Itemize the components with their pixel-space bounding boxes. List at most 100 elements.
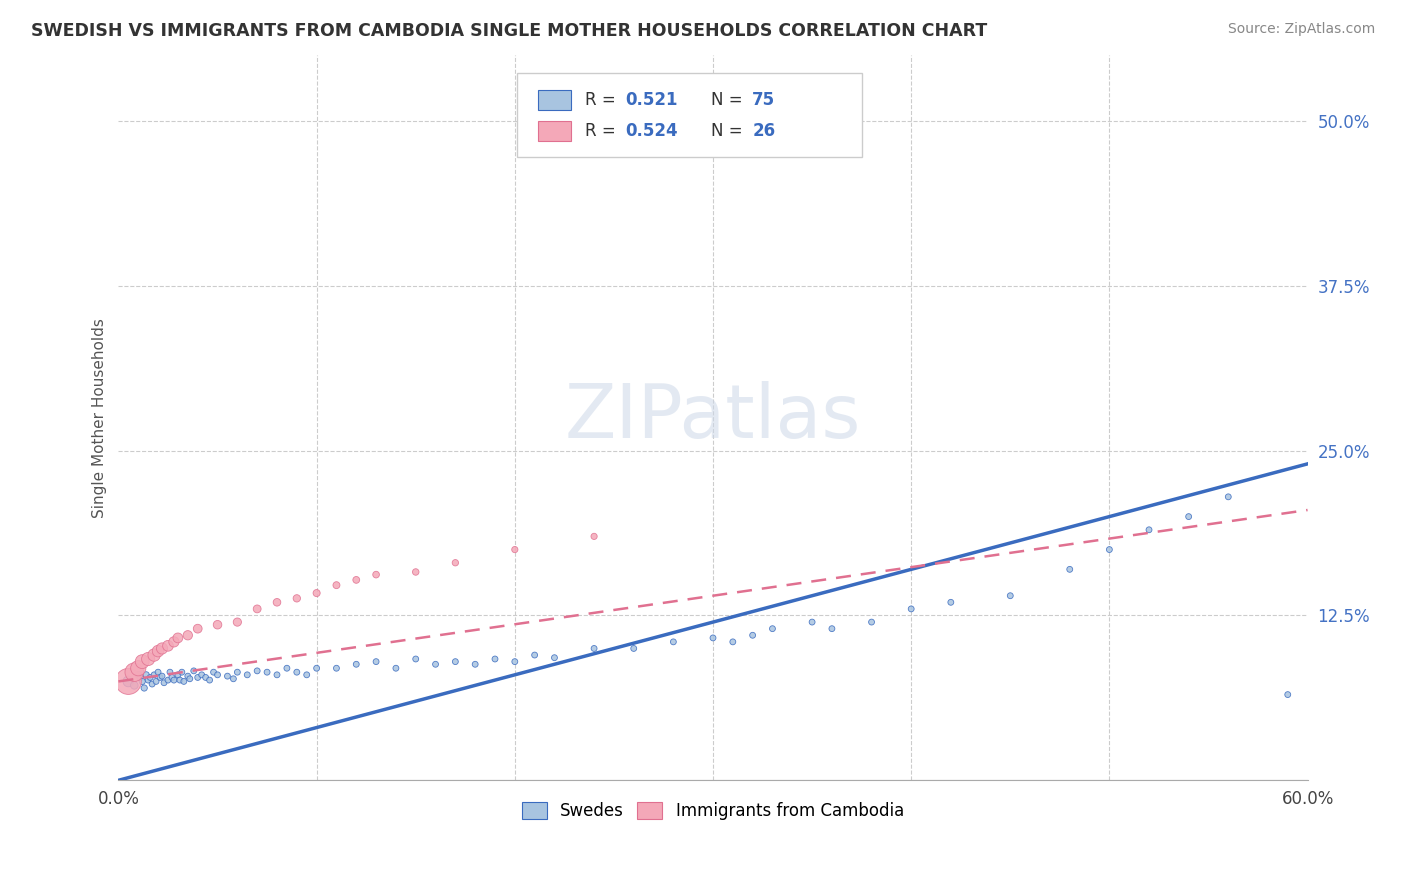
Point <box>136 652 159 666</box>
Point <box>207 617 229 632</box>
Text: N =: N = <box>710 122 748 140</box>
Point <box>127 661 149 675</box>
Point <box>146 644 169 658</box>
Point <box>325 578 347 592</box>
Point <box>226 615 249 629</box>
Point <box>194 670 217 684</box>
Point <box>156 673 179 687</box>
Point <box>662 635 685 649</box>
Text: SWEDISH VS IMMIGRANTS FROM CAMBODIA SINGLE MOTHER HOUSEHOLDS CORRELATION CHART: SWEDISH VS IMMIGRANTS FROM CAMBODIA SING… <box>31 22 987 40</box>
Point <box>139 670 162 684</box>
Point <box>583 529 606 543</box>
Point <box>939 595 962 609</box>
Point <box>124 665 146 680</box>
Point <box>143 668 166 682</box>
Text: Source: ZipAtlas.com: Source: ZipAtlas.com <box>1227 22 1375 37</box>
Point <box>163 673 186 687</box>
Point <box>285 591 308 606</box>
Point <box>124 678 146 692</box>
Point <box>543 650 565 665</box>
Point <box>226 665 249 680</box>
Point <box>1177 509 1199 524</box>
Point <box>364 655 387 669</box>
FancyBboxPatch shape <box>517 73 862 157</box>
Point <box>135 668 157 682</box>
Point <box>143 648 166 662</box>
Text: 26: 26 <box>752 122 775 140</box>
Point <box>1098 542 1121 557</box>
Point <box>117 674 139 689</box>
Point <box>173 674 195 689</box>
Point <box>295 668 318 682</box>
Point <box>156 639 179 653</box>
Point <box>583 641 606 656</box>
Point <box>266 668 288 682</box>
Point <box>623 641 645 656</box>
Point <box>150 669 173 683</box>
Point <box>801 615 824 629</box>
Point <box>344 657 367 672</box>
Point <box>207 668 229 682</box>
Point <box>160 670 183 684</box>
Point <box>167 631 190 645</box>
Point <box>190 668 212 682</box>
Point <box>131 674 153 689</box>
Point <box>146 665 169 680</box>
Point <box>325 661 347 675</box>
Point <box>900 602 922 616</box>
Point <box>1000 589 1022 603</box>
Point <box>1059 562 1081 576</box>
Point <box>159 665 181 680</box>
Text: N =: N = <box>710 91 748 109</box>
Point <box>187 622 209 636</box>
Point <box>385 661 408 675</box>
Point <box>1218 490 1240 504</box>
Point <box>177 628 200 642</box>
Point <box>344 573 367 587</box>
Point <box>202 665 225 680</box>
Point <box>246 664 269 678</box>
Point <box>405 652 427 666</box>
Text: ZIPatlas: ZIPatlas <box>565 381 862 454</box>
Point <box>217 669 239 683</box>
Point <box>145 674 167 689</box>
Point <box>484 652 506 666</box>
Point <box>444 556 467 570</box>
Point <box>761 622 783 636</box>
Point <box>425 657 447 672</box>
Point <box>169 673 191 687</box>
Point <box>305 586 328 600</box>
Point <box>179 672 201 686</box>
Point <box>183 664 205 678</box>
FancyBboxPatch shape <box>538 90 571 111</box>
Text: R =: R = <box>585 122 620 140</box>
Point <box>721 635 744 649</box>
Point <box>246 602 269 616</box>
Point <box>444 655 467 669</box>
Text: 75: 75 <box>752 91 775 109</box>
Point <box>1137 523 1160 537</box>
Point <box>163 635 186 649</box>
Point <box>170 665 193 680</box>
Point <box>131 655 153 669</box>
Point <box>127 668 149 682</box>
Point <box>503 655 526 669</box>
Point <box>523 648 546 662</box>
Point <box>236 668 259 682</box>
Point <box>177 669 200 683</box>
Point <box>150 641 173 656</box>
Text: R =: R = <box>585 91 620 109</box>
Point <box>1277 688 1299 702</box>
Point <box>285 665 308 680</box>
Point <box>198 673 221 687</box>
Point <box>117 674 139 689</box>
Text: 0.521: 0.521 <box>626 91 678 109</box>
Point <box>860 615 883 629</box>
Point <box>464 657 486 672</box>
Point <box>405 565 427 579</box>
Point <box>153 675 176 690</box>
Point <box>364 567 387 582</box>
Point <box>149 670 172 684</box>
Point <box>141 677 163 691</box>
Point <box>503 542 526 557</box>
